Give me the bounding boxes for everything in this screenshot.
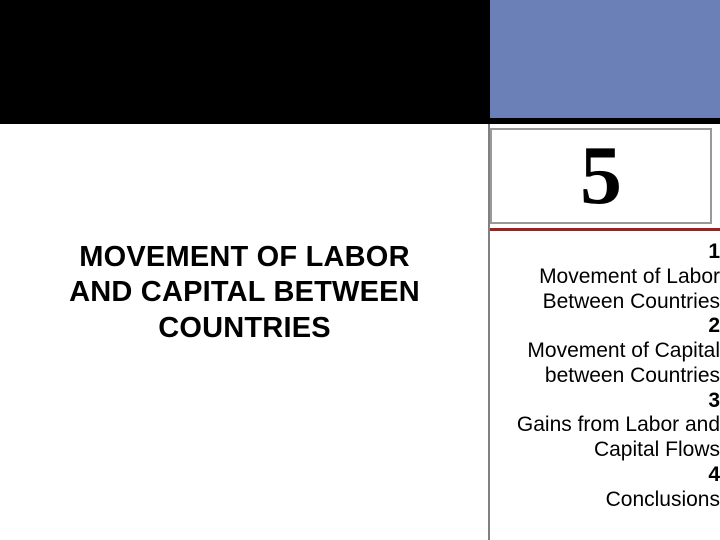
- black-rule: [0, 118, 720, 124]
- toc-number: 3: [498, 389, 720, 414]
- toc-entry: Movement of Capital between Countries: [498, 339, 720, 389]
- top-band: [0, 0, 720, 118]
- top-band-right: [490, 0, 720, 118]
- table-of-contents: 1 Movement of Labor Between Countries 2 …: [498, 240, 720, 512]
- red-accent-rule: [490, 228, 720, 231]
- vertical-divider: [488, 124, 490, 540]
- chapter-title: MOVEMENT OF LABOR AND CAPITAL BETWEEN CO…: [12, 240, 477, 346]
- title-line: COUNTRIES: [12, 311, 477, 346]
- chapter-number: 5: [580, 134, 622, 218]
- toc-number: 1: [498, 240, 720, 265]
- title-line: AND CAPITAL BETWEEN: [12, 275, 477, 310]
- toc-number: 2: [498, 314, 720, 339]
- toc-entry: Gains from Labor and Capital Flows: [498, 413, 720, 463]
- toc-number: 4: [498, 463, 720, 488]
- chapter-number-box: 5: [490, 128, 712, 224]
- top-band-left: [0, 0, 490, 118]
- toc-entry: Conclusions: [498, 488, 720, 513]
- title-line: MOVEMENT OF LABOR: [12, 240, 477, 275]
- toc-entry: Movement of Labor Between Countries: [498, 265, 720, 315]
